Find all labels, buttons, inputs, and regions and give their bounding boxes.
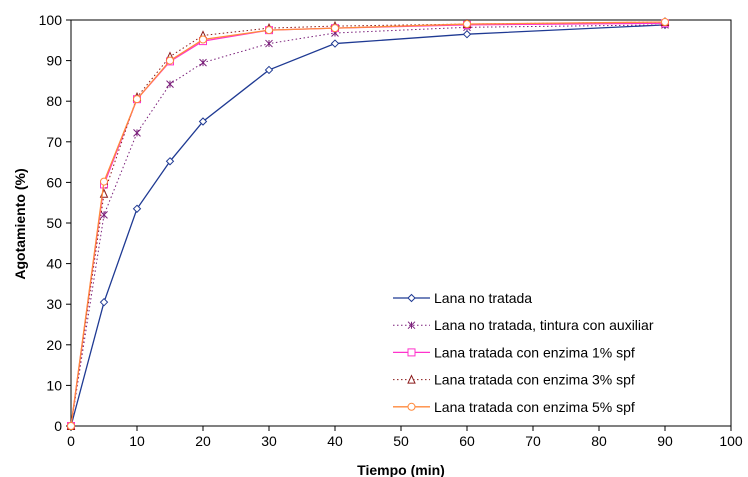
marker-circle — [133, 95, 141, 104]
y-tick-label: 30 — [46, 296, 62, 312]
marker-diamond — [330, 39, 340, 48]
x-tick-label: 70 — [525, 433, 541, 449]
series-4 — [66, 16, 670, 430]
marker-triangle — [407, 374, 416, 384]
y-axis-ticks: 0 10 20 30 40 50 60 70 80 90 100 — [39, 12, 71, 434]
marker-star — [407, 321, 416, 330]
y-tick-label: 100 — [39, 12, 63, 28]
series-line — [70, 24, 666, 427]
x-tick-label: 100 — [719, 433, 743, 449]
marker-circle — [407, 402, 416, 411]
series-5 — [67, 18, 669, 430]
x-tick-label: 90 — [657, 433, 673, 449]
series-1 — [66, 20, 670, 431]
marker-star — [199, 58, 207, 67]
marker-circle — [661, 18, 669, 27]
legend-item: Lana tratada con enzima 5% spf — [393, 399, 635, 415]
marker-diamond — [132, 204, 142, 213]
legend-label: Lana tratada con enzima 1% spf — [434, 344, 635, 360]
marker-square — [407, 348, 416, 357]
x-tick-label: 20 — [195, 433, 211, 449]
x-tick-label: 30 — [261, 433, 277, 449]
y-tick-label: 10 — [46, 377, 62, 393]
y-tick-label: 0 — [54, 418, 62, 434]
marker-circle — [199, 35, 207, 44]
marker-star — [166, 80, 174, 89]
series-line — [70, 22, 666, 427]
x-tick-label: 60 — [459, 433, 475, 449]
marker-circle — [166, 56, 174, 65]
x-axis-title: Tiempo (min) — [357, 462, 445, 477]
y-tick-label: 50 — [46, 215, 62, 231]
y-tick-label: 70 — [46, 134, 62, 150]
marker-circle — [265, 26, 273, 35]
series-2 — [67, 21, 669, 430]
y-tick-label: 40 — [46, 256, 62, 272]
legend-item: Lana tratada con enzima 3% spf — [393, 372, 635, 388]
x-axis-ticks: 0 10 20 30 40 50 60 70 80 90 100 — [67, 426, 743, 449]
series-line — [70, 24, 666, 427]
legend-label: Lana no tratada — [434, 290, 532, 306]
marker-diamond — [165, 157, 175, 166]
y-tick-label: 80 — [46, 93, 62, 109]
y-tick-label: 20 — [46, 337, 62, 353]
marker-diamond — [407, 293, 416, 303]
marker-diamond — [462, 30, 472, 39]
y-tick-label: 60 — [46, 174, 62, 190]
legend-item: Lana no tratada, tintura con auxiliar — [393, 317, 654, 333]
legend-item: Lana no tratada — [393, 290, 532, 306]
marker-circle — [100, 177, 108, 186]
x-tick-label: 10 — [129, 433, 145, 449]
marker-circle — [463, 20, 471, 29]
legend-label: Lana tratada con enzima 3% spf — [434, 372, 635, 388]
y-tick-label: 90 — [46, 53, 62, 69]
series-3 — [67, 19, 669, 430]
x-tick-label: 0 — [67, 433, 75, 449]
marker-circle — [331, 24, 339, 33]
series-line — [70, 21, 666, 427]
series-line — [70, 21, 666, 427]
marker-star — [265, 39, 273, 48]
marker-diamond — [198, 117, 208, 126]
x-tick-label: 80 — [591, 433, 607, 449]
x-tick-label: 50 — [393, 433, 409, 449]
marker-diamond — [264, 65, 274, 75]
legend-item: Lana tratada con enzima 1% spf — [393, 344, 635, 360]
marker-star — [133, 129, 141, 137]
legend-label: Lana tratada con enzima 5% spf — [434, 399, 635, 415]
marker-circle — [67, 422, 75, 430]
legend: Lana no tratada Lana no tratada, tintura … — [393, 290, 654, 415]
x-tick-label: 40 — [327, 433, 343, 449]
legend-label: Lana no tratada, tintura con auxiliar — [434, 317, 654, 333]
series-layer — [66, 16, 670, 431]
marker-star — [100, 211, 108, 219]
marker-diamond — [99, 297, 109, 307]
y-axis-title: Agotamiento (%) — [12, 168, 28, 279]
